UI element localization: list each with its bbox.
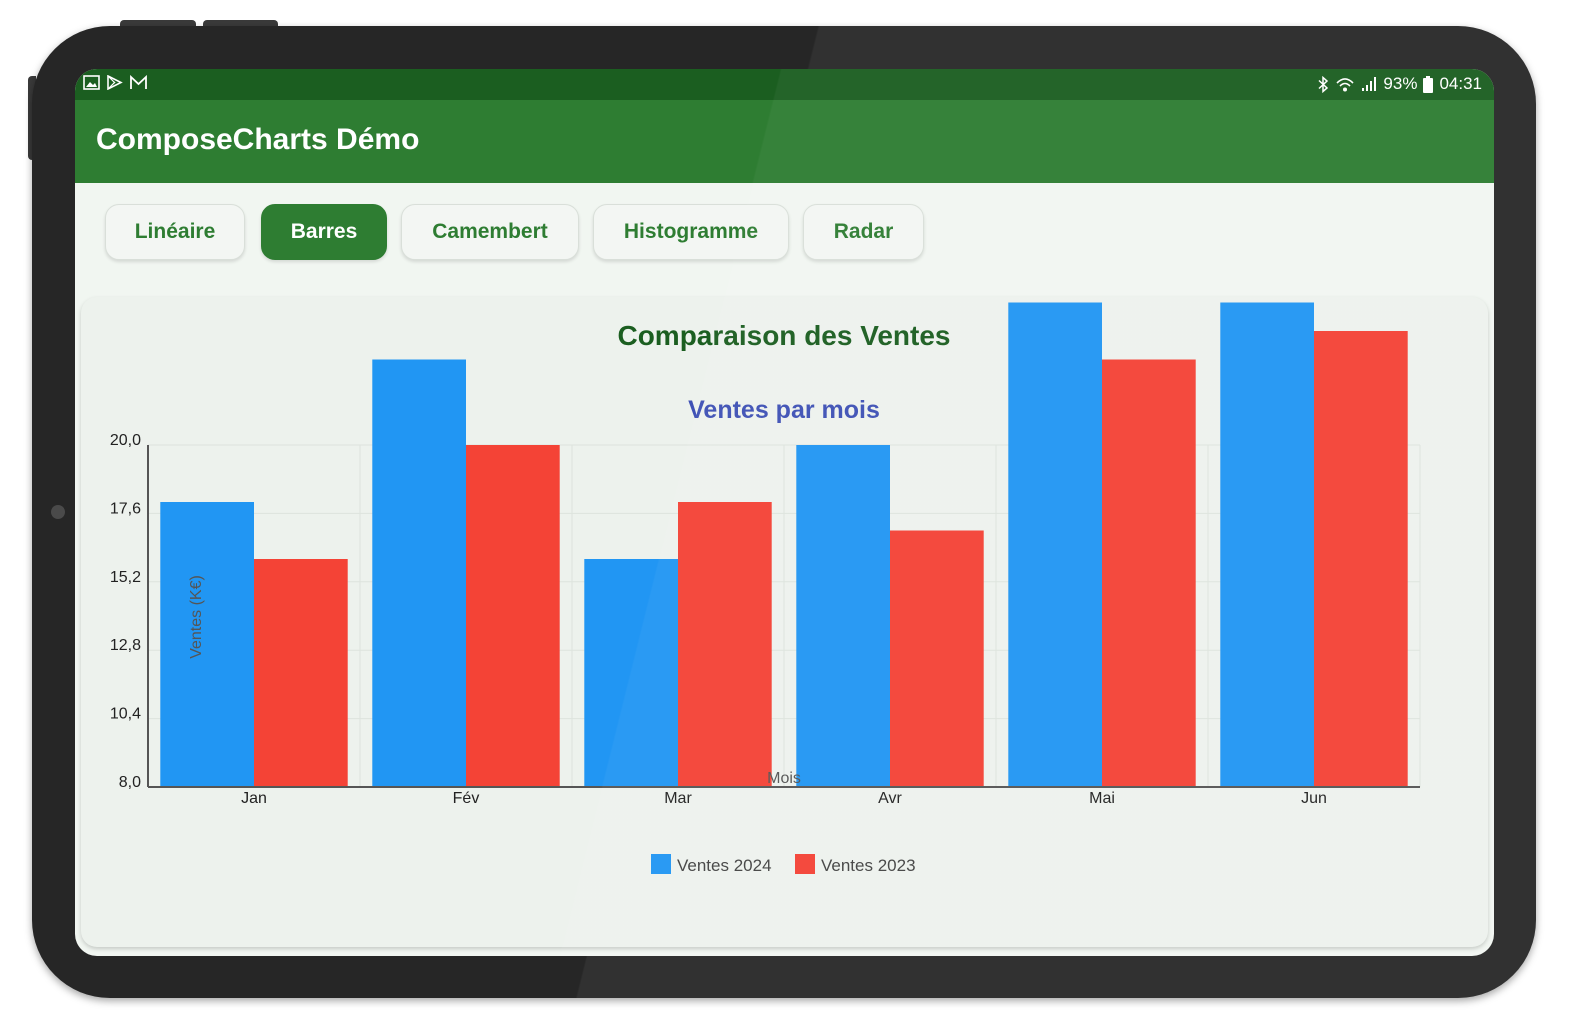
- volume-button: [203, 20, 278, 28]
- wifi-icon: [1336, 77, 1354, 91]
- play-store-icon: [107, 75, 123, 90]
- tab-camembert[interactable]: Camembert: [401, 204, 579, 260]
- x-tick-label: Mai: [1089, 790, 1115, 807]
- bar[interactable]: [678, 502, 772, 787]
- image-icon: [83, 75, 100, 90]
- tab-histogramme[interactable]: Histogramme: [593, 204, 789, 260]
- bar[interactable]: [1102, 359, 1196, 788]
- bar[interactable]: [160, 502, 254, 787]
- y-tick-label: 10,4: [110, 706, 141, 723]
- tab-label: Histogramme: [623, 220, 759, 243]
- bar[interactable]: [890, 530, 984, 788]
- bar[interactable]: [1314, 331, 1408, 787]
- tab-label: Camembert: [432, 220, 548, 243]
- power-button: [120, 20, 196, 28]
- tablet-screen: 93% 04:31 ComposeCharts Démo Linéaire Ba…: [75, 69, 1494, 956]
- bar[interactable]: [372, 359, 466, 788]
- app-title: ComposeCharts Démo: [96, 123, 420, 156]
- clock: 04:31: [1439, 74, 1482, 93]
- status-bar: 93% 04:31: [75, 69, 1494, 100]
- camera-icon: [51, 505, 65, 519]
- bar-chart: 8,0 10,4 12,8 15,2 17,6 20,0 Jan Fév Mar Avr Mai Ju…: [110, 302, 1421, 875]
- gmail-icon: [130, 75, 147, 89]
- legend-swatch: [651, 854, 671, 874]
- chart-title: Comparaison des Ventes: [617, 320, 950, 351]
- bar[interactable]: [584, 559, 678, 787]
- chart-subtitle: Ventes par mois: [688, 396, 880, 424]
- y-axis-label: Ventes (K€): [188, 575, 205, 659]
- x-tick-label: Avr: [878, 790, 902, 807]
- legend-swatch: [795, 854, 815, 874]
- y-tick-label: 8,0: [119, 774, 141, 791]
- bar[interactable]: [1008, 302, 1102, 788]
- y-tick-label: 20,0: [110, 432, 141, 449]
- y-tick-label: 15,2: [110, 569, 141, 586]
- battery-percentage: 93%: [1383, 74, 1418, 93]
- battery-icon: [1423, 75, 1434, 93]
- bluetooth-icon: [1318, 75, 1329, 93]
- bar[interactable]: [1220, 302, 1314, 788]
- chart-card: 8,0 10,4 12,8 15,2 17,6 20,0 Jan Fév Mar Avr Mai Ju…: [81, 297, 1488, 947]
- legend-label: Ventes 2023: [821, 856, 916, 875]
- bar[interactable]: [254, 559, 348, 787]
- bar[interactable]: [796, 445, 890, 787]
- x-axis-label: Mois: [767, 770, 801, 787]
- chart-type-tabs: Linéaire Barres Camembert Histogramme Ra…: [75, 183, 1494, 283]
- x-tick-label: Jan: [241, 790, 267, 807]
- x-tick-label: Jun: [1301, 790, 1327, 807]
- tab-lineaire[interactable]: Linéaire: [105, 204, 245, 260]
- x-tick-label: Fév: [453, 790, 480, 807]
- tab-label: Radar: [833, 220, 894, 243]
- legend-label: Ventes 2024: [677, 856, 772, 875]
- signal-icon: [1362, 77, 1377, 91]
- x-tick-label: Mar: [664, 790, 692, 807]
- y-tick-label: 12,8: [110, 637, 141, 654]
- bar[interactable]: [466, 445, 560, 787]
- tab-label: Linéaire: [134, 220, 216, 243]
- y-tick-label: 17,6: [110, 500, 141, 517]
- tab-label: Barres: [290, 220, 358, 243]
- tab-radar[interactable]: Radar: [803, 204, 924, 260]
- tab-barres[interactable]: Barres: [261, 204, 387, 260]
- top-app-bar: ComposeCharts Démo: [75, 100, 1494, 183]
